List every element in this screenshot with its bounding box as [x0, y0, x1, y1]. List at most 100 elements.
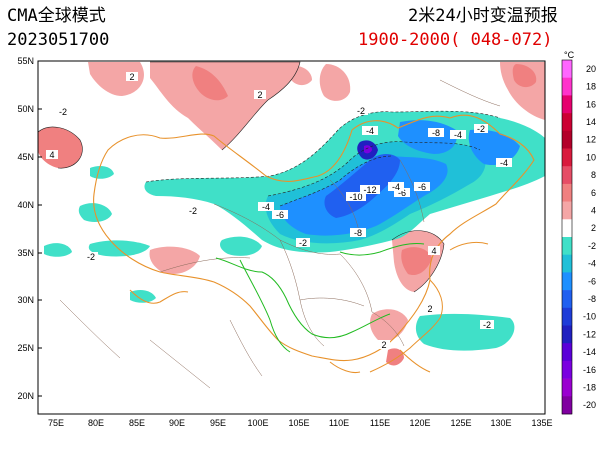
contour-label: -8	[432, 128, 440, 138]
forecast-title: 2米24小时变温预报	[408, 6, 558, 26]
colorbar-swatch	[562, 183, 572, 202]
colorbar-swatch	[562, 237, 572, 255]
lon-label-100e: 100E	[247, 418, 268, 428]
contour-label: 2	[129, 72, 134, 82]
lon-label-90e: 90E	[169, 418, 185, 428]
colorbar-level-label: 4	[591, 205, 596, 215]
colorbar-swatch	[562, 396, 572, 415]
valid-range: 1900-2000( 048-072)	[358, 30, 553, 50]
lat-label-40n: 40N	[17, 200, 34, 210]
lon-label-135e: 135E	[531, 418, 552, 428]
contour-label: -4	[454, 130, 462, 140]
colorbar-swatch	[562, 325, 572, 344]
lat-label-50n: 50N	[17, 104, 34, 114]
lon-label-115e: 115E	[370, 418, 390, 428]
colorbar-level-label: -20	[583, 400, 596, 410]
colorbar-swatch	[562, 113, 572, 132]
colorbar-level-label: 2	[591, 223, 596, 233]
coastline	[369, 241, 489, 373]
colorbar-swatch	[562, 307, 572, 326]
colorbar-level-label: 14	[586, 117, 596, 127]
colorbar-level-label: -12	[583, 329, 596, 339]
lon-label-85e: 85E	[129, 418, 145, 428]
contour-label: 2	[257, 90, 262, 100]
model-name: CMA全球模式	[7, 6, 106, 26]
colorbar-level-label: 6	[591, 188, 596, 198]
contour-label: -2	[483, 320, 491, 330]
contour-label: -6	[398, 188, 406, 198]
colorbar-level-label: -18	[583, 382, 596, 392]
colorbar-swatch	[562, 77, 572, 96]
contour-label: -2	[299, 238, 307, 248]
contour-label: -8	[354, 228, 362, 238]
contour-label: -10	[349, 192, 362, 202]
lon-label-95e: 95E	[210, 418, 226, 428]
contour-label: -4	[500, 158, 508, 168]
lat-label-35n: 35N	[17, 248, 34, 258]
colorbar-level-label: -8	[588, 294, 596, 304]
colorbar-level-label: 10	[586, 152, 596, 162]
contour-label: -2	[59, 107, 67, 117]
china-border	[93, 114, 535, 374]
colorbar-swatch	[562, 360, 572, 379]
contour-value-labels: 2 -2 4 -4 -6 -8 -10 -12 2 -2 -4 -6 -4 -4…	[46, 72, 512, 350]
colorbar-level-label: -2	[588, 241, 596, 251]
contour-label: -12	[363, 185, 376, 195]
contour-label: -4	[392, 182, 400, 192]
lon-label-110e: 110E	[329, 418, 349, 428]
colorbar-level-label: -6	[588, 276, 596, 286]
colorbar-swatch	[562, 130, 572, 149]
lat-label-55n: 55N	[17, 56, 34, 66]
contour-label: 4	[49, 150, 54, 160]
province-boundaries	[59, 79, 501, 389]
contour-label: -4	[262, 202, 270, 212]
colorbar-level-label: 12	[586, 135, 596, 145]
colorbar-swatch	[562, 148, 572, 167]
colorbar-frame	[561, 59, 573, 415]
warming-areas	[38, 62, 545, 366]
colorbar-swatch	[562, 201, 572, 220]
contour-label: 2	[381, 340, 386, 350]
colorbar-swatch	[562, 254, 572, 273]
lon-label-120e: 120E	[409, 418, 430, 428]
contour-label: -2	[87, 252, 95, 262]
lon-label-130e: 130E	[490, 418, 511, 428]
contour-label: 2	[427, 304, 432, 314]
colorbar-swatch	[562, 95, 572, 114]
lon-label-80e: 80E	[88, 418, 104, 428]
lon-label-105e: 105E	[288, 418, 309, 428]
colorbar-unit: °C	[564, 50, 575, 60]
colorbar-swatch	[562, 343, 572, 362]
contour-label: -2	[477, 124, 485, 134]
river-lines	[215, 243, 425, 353]
init-time: 2023051700	[7, 30, 110, 50]
contour-label: -6	[418, 182, 426, 192]
colorbar-level-label: 8	[591, 170, 596, 180]
colorbar-swatch	[562, 166, 572, 185]
lat-label-20n: 20N	[17, 391, 34, 401]
contour-label: -2	[189, 206, 197, 216]
colorbar-level-label: -16	[583, 365, 596, 375]
colorbar-swatch	[562, 60, 572, 78]
colorbar-swatch	[562, 378, 572, 397]
contour-label: 4	[431, 246, 436, 256]
lat-label-25n: 25N	[17, 343, 34, 353]
lon-label-75e: 75E	[48, 418, 64, 428]
colorbar-swatch	[562, 272, 572, 291]
lon-axis: 75E 80E 85E 90E 95E 100E 105E 110E 115E …	[48, 418, 553, 428]
colorbar-swatch	[562, 290, 572, 309]
lon-label-125e: 125E	[450, 418, 471, 428]
colorbar-level-label: -4	[588, 259, 596, 269]
colorbar-level-label: 20	[586, 64, 596, 74]
lat-axis: 55N 50N 45N 40N 35N 30N 25N 20N	[17, 56, 42, 401]
colorbar-level-label: 16	[586, 99, 596, 109]
colorbar-level-label: -14	[583, 347, 596, 357]
colorbar-level-label: -10	[583, 312, 596, 322]
lat-label-45n: 45N	[17, 152, 34, 162]
contour-label: -6	[276, 210, 284, 220]
colorbar: °C 20 18 16 14 12 10 8 6 4 2 -2 -4 -6 -8 -10 -12 -14 -16 -1…	[561, 50, 596, 415]
colorbar-level-label: 18	[586, 82, 596, 92]
contour-label: -4	[366, 126, 374, 136]
colorbar-swatch	[562, 219, 572, 238]
